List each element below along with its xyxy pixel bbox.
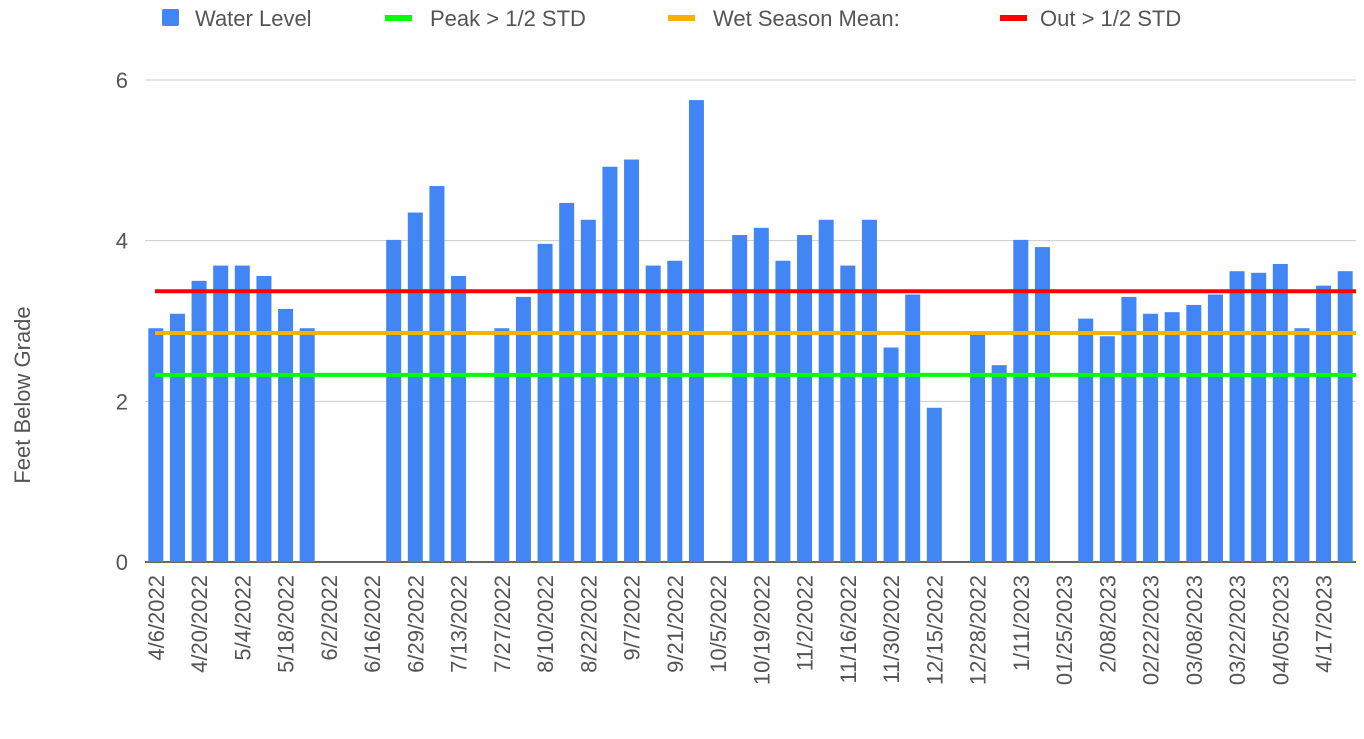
y-tick-label: 0 <box>116 550 128 575</box>
x-tick-label: 2/08/2023 <box>1095 575 1120 673</box>
bar <box>580 219 596 562</box>
bar <box>407 212 423 563</box>
bar <box>688 100 704 562</box>
bar <box>234 265 250 562</box>
bar <box>732 235 748 562</box>
bar <box>1078 318 1094 562</box>
bar <box>169 313 185 562</box>
x-tick-label: 9/21/2022 <box>663 575 688 673</box>
bar <box>624 159 640 562</box>
x-tick-label: 1/11/2023 <box>1009 575 1034 671</box>
x-tick-label: 6/16/2022 <box>360 575 385 673</box>
bar <box>1121 296 1137 562</box>
x-tick-label: 8/10/2022 <box>533 575 558 673</box>
legend-label: Water Level <box>195 6 312 31</box>
bar <box>1229 271 1245 562</box>
x-tick-label: 01/25/2023 <box>1052 575 1077 685</box>
y-tick-label: 4 <box>116 229 128 254</box>
y-tick-label: 6 <box>116 68 128 93</box>
bar <box>1099 336 1115 562</box>
bar <box>602 166 618 562</box>
x-tick-label: 11/2/2022 <box>793 575 818 671</box>
bar <box>991 365 1007 562</box>
x-tick-label: 04/05/2023 <box>1268 575 1293 685</box>
x-tick-label: 5/4/2022 <box>230 575 255 661</box>
y-axis-label: Feet Below Grade <box>10 306 35 483</box>
bar <box>1272 263 1288 562</box>
x-tick-label: 03/22/2023 <box>1225 575 1250 685</box>
x-tick-label: 11/16/2022 <box>836 575 861 683</box>
x-tick-label: 5/18/2022 <box>274 575 299 673</box>
bar <box>883 347 899 562</box>
legend-label: Wet Season Mean: <box>713 6 900 31</box>
bar <box>970 332 986 562</box>
bar <box>1143 313 1159 562</box>
bar <box>753 227 769 562</box>
bar <box>797 235 813 562</box>
bar <box>515 296 531 562</box>
x-tick-label: 12/28/2022 <box>966 575 991 685</box>
x-tick-label: 4/17/2023 <box>1312 575 1337 673</box>
x-tick-label: 12/15/2022 <box>922 575 947 685</box>
legend-swatch <box>385 15 412 21</box>
legend-swatch <box>668 15 695 21</box>
bar <box>537 243 553 562</box>
bar <box>1316 285 1332 562</box>
bar <box>1034 247 1050 563</box>
x-tick-label: 8/22/2022 <box>576 575 601 673</box>
bar <box>213 265 229 562</box>
bar <box>148 328 164 562</box>
legend-swatch <box>162 9 179 26</box>
x-tick-label: 11/30/2022 <box>879 575 904 683</box>
bar <box>1013 239 1029 562</box>
x-tick-label: 6/2/2022 <box>317 575 342 661</box>
x-tick-label: 4/20/2022 <box>187 575 212 673</box>
x-tick-label: 9/7/2022 <box>620 575 645 661</box>
x-tick-label: 02/22/2023 <box>1139 575 1164 685</box>
bar <box>1294 328 1310 562</box>
bar <box>818 219 834 562</box>
bar <box>1164 312 1180 562</box>
bar <box>861 219 877 562</box>
bar <box>905 294 921 562</box>
x-tick-label: 10/19/2022 <box>749 575 774 685</box>
bar <box>840 265 856 562</box>
x-tick-label: 10/5/2022 <box>706 575 731 673</box>
legend-swatch <box>1000 15 1027 21</box>
bar <box>256 276 272 562</box>
bar <box>559 202 575 562</box>
bar <box>1251 272 1267 562</box>
bar <box>645 265 661 562</box>
x-tick-label: 7/13/2022 <box>447 575 472 673</box>
bar <box>667 260 683 562</box>
bar <box>278 308 294 562</box>
y-tick-label: 2 <box>116 389 128 414</box>
x-tick-label: 4/6/2022 <box>144 575 169 661</box>
bar <box>451 276 467 562</box>
bar <box>1186 304 1202 562</box>
bar <box>386 239 402 562</box>
bar <box>926 407 942 562</box>
bar <box>299 328 315 562</box>
x-tick-label: 7/27/2022 <box>490 575 515 673</box>
bar <box>191 280 207 562</box>
bar <box>494 328 510 562</box>
legend-label: Peak > 1/2 STD <box>430 6 586 31</box>
bar <box>1337 271 1353 562</box>
x-tick-label: 03/08/2023 <box>1182 575 1207 685</box>
bar <box>775 260 791 562</box>
bar <box>1207 294 1223 562</box>
legend-label: Out > 1/2 STD <box>1040 6 1181 31</box>
x-tick-label: 6/29/2022 <box>403 575 428 673</box>
